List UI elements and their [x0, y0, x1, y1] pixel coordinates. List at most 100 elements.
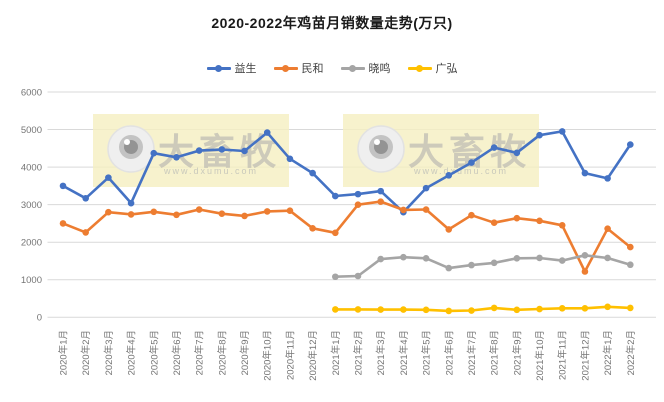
- data-point-民和: [59, 220, 67, 227]
- data-point-民和: [105, 208, 112, 216]
- data-point-晓鸣: [581, 252, 589, 259]
- data-point-民和: [627, 243, 634, 251]
- legend-item-minhe[interactable]: 民和: [273, 60, 324, 76]
- watermark-url-text: www.dxumu.com: [163, 166, 258, 176]
- data-point-广弘: [513, 306, 521, 314]
- data-point-广弘: [536, 305, 543, 313]
- x-axis-tick-label: 2021年3月: [375, 330, 387, 375]
- x-axis-tick-label: 2020年2月: [80, 330, 92, 375]
- data-point-广弘: [627, 304, 634, 312]
- eye-logo-icon: [357, 125, 405, 173]
- x-axis-tick-label: 2022年2月: [625, 330, 637, 375]
- data-point-民和: [309, 225, 316, 232]
- data-point-益生: [627, 141, 634, 148]
- data-point-益生: [218, 146, 226, 153]
- data-point-益生: [445, 172, 453, 179]
- x-axis-tick-label: 2021年2月: [352, 330, 364, 375]
- data-point-民和: [195, 206, 203, 213]
- legend-label: 益生: [234, 63, 257, 75]
- data-point-民和: [581, 268, 589, 275]
- data-point-益生: [309, 169, 316, 177]
- data-point-民和: [173, 211, 180, 219]
- data-point-晓鸣: [377, 255, 384, 263]
- legend-label: 广弘: [435, 63, 458, 75]
- data-point-民和: [150, 208, 158, 216]
- data-point-广弘: [468, 307, 475, 314]
- x-axis-tick-label: 2021年5月: [421, 330, 433, 375]
- y-axis-tick-label: 1000: [21, 275, 42, 286]
- data-point-晓鸣: [536, 254, 543, 262]
- data-point-民和: [286, 207, 294, 214]
- y-axis-tick-label: 6000: [21, 87, 42, 98]
- data-point-晓鸣: [513, 255, 521, 262]
- x-axis-tick-label: 2020年4月: [126, 330, 138, 375]
- watermark-url-text: www.dxumu.com: [413, 166, 508, 176]
- x-axis-tick-label: 2022年1月: [602, 330, 614, 375]
- eye-glint: [124, 139, 130, 145]
- x-axis-tick-label: 2020年9月: [239, 330, 251, 375]
- legend-item-yisheng[interactable]: 益生: [206, 60, 257, 76]
- data-point-益生: [82, 194, 89, 202]
- data-point-民和: [241, 212, 248, 220]
- data-point-广弘: [490, 304, 498, 312]
- x-axis-tick-label: 2020年11月: [284, 330, 296, 380]
- data-point-民和: [263, 208, 271, 215]
- legend-marker-icon: [340, 64, 365, 72]
- x-axis-tick-label: 2020年10月: [262, 330, 274, 381]
- data-point-晓鸣: [468, 261, 475, 269]
- data-point-民和: [127, 211, 135, 218]
- x-axis-tick-label: 2021年12月: [579, 330, 591, 381]
- data-point-民和: [332, 229, 339, 237]
- data-point-晓鸣: [445, 264, 453, 272]
- x-axis-tick-label: 2020年8月: [216, 330, 228, 375]
- data-point-民和: [400, 206, 407, 214]
- data-point-益生: [105, 174, 112, 181]
- x-axis-tick-label: 2020年3月: [103, 330, 115, 375]
- data-point-晓鸣: [422, 255, 430, 262]
- y-axis-tick-label: 3000: [21, 200, 42, 211]
- data-point-民和: [490, 219, 498, 226]
- x-axis-tick-label: 2020年12月: [307, 330, 319, 381]
- data-point-益生: [241, 147, 248, 155]
- legend-item-guanghong[interactable]: 广弘: [407, 60, 458, 76]
- x-axis-tick-label: 2021年11月: [557, 330, 569, 380]
- series-line-广弘: [333, 305, 632, 313]
- data-point-益生: [422, 184, 430, 192]
- data-point-益生: [195, 147, 203, 154]
- x-axis-tick-label: 2021年1月: [330, 330, 342, 375]
- data-point-民和: [558, 222, 566, 229]
- data-point-民和: [82, 229, 89, 236]
- data-point-民和: [513, 214, 521, 222]
- data-point-益生: [332, 192, 339, 200]
- data-point-益生: [604, 175, 611, 182]
- data-point-民和: [445, 226, 453, 233]
- data-point-广弘: [604, 303, 611, 311]
- legend-item-xiaoming[interactable]: 晓鸣: [340, 60, 391, 76]
- data-point-广弘: [377, 306, 384, 313]
- data-point-民和: [468, 211, 475, 219]
- watermark-brand-text: 大畜牧: [158, 131, 281, 172]
- y-axis-tick-label: 4000: [21, 163, 42, 174]
- data-point-民和: [422, 206, 430, 213]
- data-point-益生: [558, 128, 566, 135]
- legend-marker-icon: [273, 64, 298, 72]
- eye-logo-icon: [107, 125, 155, 173]
- x-axis-tick-label: 2021年8月: [489, 330, 501, 375]
- y-axis-tick-label: 5000: [21, 125, 42, 136]
- data-point-民和: [377, 198, 384, 205]
- data-point-益生: [286, 155, 294, 163]
- data-point-益生: [354, 190, 362, 198]
- x-axis-tick-label: 2020年7月: [194, 330, 206, 375]
- x-axis-tick-label: 2020年1月: [58, 330, 70, 375]
- data-point-益生: [490, 144, 498, 151]
- x-axis-tick-label: 2021年10月: [534, 330, 546, 381]
- data-point-晓鸣: [354, 272, 362, 280]
- data-point-益生: [263, 129, 271, 136]
- data-point-益生: [581, 169, 589, 177]
- data-point-广弘: [445, 307, 453, 315]
- data-point-晓鸣: [332, 273, 339, 281]
- y-axis-tick-label: 2000: [21, 238, 42, 249]
